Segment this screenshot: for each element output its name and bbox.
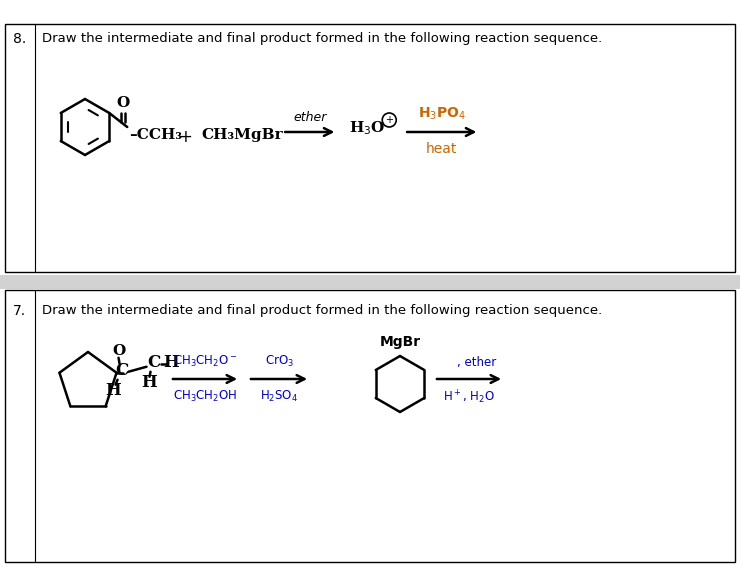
Bar <box>0 275 740 289</box>
Text: CH$_3$CH$_2$O$^-$: CH$_3$CH$_2$O$^-$ <box>172 354 238 369</box>
Text: H$_3$O: H$_3$O <box>349 119 386 137</box>
Text: +: + <box>178 128 192 146</box>
Text: MgBr: MgBr <box>380 335 420 349</box>
Text: O: O <box>117 96 130 110</box>
Text: 8.: 8. <box>13 32 26 46</box>
Text: CH$_3$CH$_2$OH: CH$_3$CH$_2$OH <box>173 389 238 404</box>
Text: O: O <box>112 344 125 358</box>
Text: –CCH₃: –CCH₃ <box>130 128 182 142</box>
Text: H: H <box>106 382 121 399</box>
Bar <box>5 24 735 272</box>
Text: CrO$_3$: CrO$_3$ <box>264 354 294 369</box>
Text: 7.: 7. <box>13 304 26 318</box>
Text: H$^+$, H$_2$O: H$^+$, H$_2$O <box>443 389 495 407</box>
Text: CH₃MgBr: CH₃MgBr <box>201 128 283 142</box>
Text: C: C <box>147 354 160 371</box>
Text: C: C <box>115 362 128 379</box>
Text: H$_2$SO$_4$: H$_2$SO$_4$ <box>260 389 298 404</box>
Text: H: H <box>141 374 158 391</box>
Bar <box>5 290 735 562</box>
Text: +: + <box>386 115 393 125</box>
Text: H: H <box>164 354 179 371</box>
Text: , ether: , ether <box>457 356 497 369</box>
Text: heat: heat <box>426 142 457 156</box>
Text: ether: ether <box>293 111 326 124</box>
Text: H$_3$PO$_4$: H$_3$PO$_4$ <box>418 105 465 122</box>
Text: Draw the intermediate and final product formed in the following reaction sequenc: Draw the intermediate and final product … <box>42 32 602 45</box>
Text: Draw the intermediate and final product formed in the following reaction sequenc: Draw the intermediate and final product … <box>42 304 602 317</box>
